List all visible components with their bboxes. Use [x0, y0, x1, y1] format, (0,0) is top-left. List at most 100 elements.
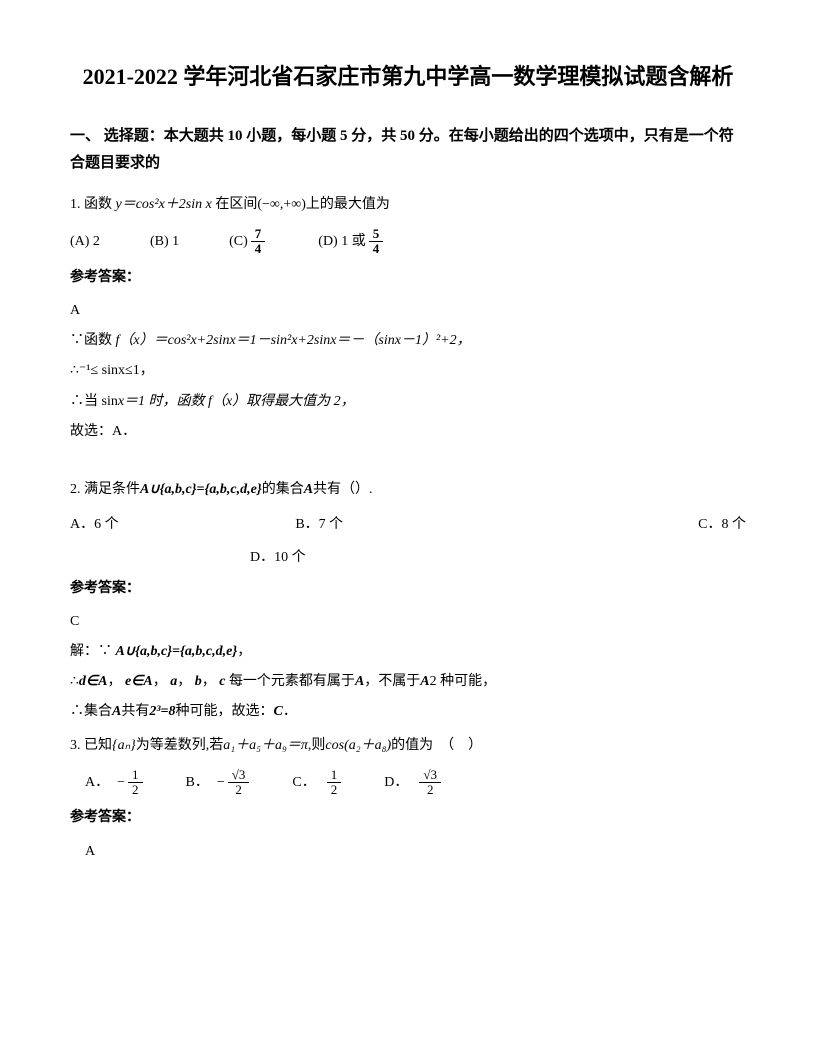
q3-optA: A． − 1 2	[70, 768, 146, 798]
q2-optC: C．8 个	[521, 512, 746, 537]
q2-sol2-cc: c	[219, 674, 225, 689]
q1-sol3-mid: x＝1 时，函数 f（x）取得最大值为 2，	[118, 394, 355, 409]
q2-options-row2: D．10 个	[70, 545, 746, 570]
q2-sol2-b: b	[195, 674, 202, 689]
q1-optA: (A) 2	[70, 229, 100, 254]
q3-optA-den: 2	[128, 783, 143, 797]
q2-sol3-A: A	[112, 704, 121, 719]
q2-optD: D．10 个	[250, 550, 306, 565]
q2-answer: C	[70, 609, 746, 634]
q3-cos: cos(a₂＋a₈)	[325, 738, 391, 753]
q2-sol2-c4: ，	[202, 674, 216, 689]
q3-options: A． − 1 2 B． − √3 2 C． 1 2 D． √3	[70, 768, 746, 798]
q3-optA-num: 1	[128, 768, 143, 783]
question-3: 3. 已知{aₙ}为等差数列,若a₁＋a₅＋a₉＝π,则cos(a₂＋a₈)的值…	[70, 733, 746, 864]
q2-sol3-exp: 2³=8	[149, 704, 175, 719]
q3-optD: D． √3 2	[384, 768, 444, 798]
q1-answer: A	[70, 298, 746, 323]
q3-optA-label: A．	[85, 770, 109, 795]
q3-mid2: ,则	[308, 738, 326, 753]
q3-answer-label: 参考答案：	[70, 805, 746, 830]
q1-text: 1. 函数 y＝cos²x＋2sin x 在区间(−∞,+∞)上的最大值为	[70, 192, 746, 217]
q2-sol3-text2: 种可能，故选：	[176, 704, 274, 719]
question-2: 2. 满足条件A∪{a,b,c}={a,b,c,d,e}的集合A共有（）. A．…	[70, 477, 746, 725]
q1-optD-num: 5	[369, 227, 384, 242]
q2-sol-set: A∪{a,b,c}={a,b,c,d,e}	[116, 644, 238, 659]
q1-sol2: ∴⁻¹≤ sinx≤1，	[70, 358, 746, 383]
section-header: 一、 选择题：本大题共 10 小题，每小题 5 分，共 50 分。在每小题给出的…	[70, 123, 746, 177]
q2-prefix: 2. 满足条件	[70, 482, 140, 497]
q1-optC-den: 4	[251, 242, 266, 256]
q3-text: 3. 已知{aₙ}为等差数列,若a₁＋a₅＋a₉＝π,则cos(a₂＋a₈)的值…	[70, 733, 746, 758]
q2-sol2-text2: ，不属于	[364, 674, 420, 689]
q2-sol2-A2: A	[420, 674, 429, 689]
q3-suffix: 的值为 （ ）	[391, 738, 482, 753]
q1-optB: (B) 1	[150, 229, 179, 254]
q2-set: A∪{a,b,c}={a,b,c,d,e}	[140, 482, 262, 497]
q1-sol1-prefix: ∵函数	[70, 333, 116, 348]
q1-optD-frac: 5 4	[369, 227, 384, 257]
q3-optC-frac: 1 2	[327, 768, 342, 798]
q3-optB-label: B．	[186, 770, 209, 795]
q2-text: 2. 满足条件A∪{a,b,c}={a,b,c,d,e}的集合A共有（）.	[70, 477, 746, 502]
q1-optD: (D) 1 或 5 4	[318, 227, 386, 257]
q2-optB: B．7 个	[295, 512, 520, 537]
q3-mid1: 为等差数列,若	[136, 738, 224, 753]
q3-optD-num: √3	[419, 768, 441, 783]
q1-optC-num: 7	[251, 227, 266, 242]
q2-sol2-prefix: ∴	[70, 674, 79, 689]
q2-sol3-C: C	[274, 704, 283, 719]
q2-sol2-d: d∈A	[79, 674, 108, 689]
q2-sol2-A: A	[355, 674, 364, 689]
q3-optB-frac: √3 2	[228, 768, 250, 798]
q2-sol2: ∴d∈A， e∈A， a， b， c 每一个元素都有属于A，不属于A2 种可能，	[70, 669, 746, 694]
q2-sol2-text3: 2 种可能，	[430, 674, 497, 689]
q1-prefix: 1. 函数	[70, 197, 116, 212]
q2-sol3: ∴集合A共有2³=8种可能，故选：C．	[70, 699, 746, 724]
q2-sol3-prefix: ∴集合	[70, 704, 112, 719]
q2-sol2-text1: 每一个元素都有属于	[229, 674, 355, 689]
q3-optB-neg: −	[217, 770, 225, 795]
q2-sol2-c3: ，	[177, 674, 191, 689]
q3-optC: C． 1 2	[292, 768, 344, 798]
q1-sol1: ∵函数 f（x）＝cos²x+2sinx＝1－sin²x+2sinx＝－（sin…	[70, 328, 746, 353]
q1-options: (A) 2 (B) 1 (C) 7 4 (D) 1 或 5 4	[70, 227, 746, 257]
q2-optA: A．6 个	[70, 512, 295, 537]
q3-optD-den: 2	[419, 783, 441, 797]
q3-optD-label: D．	[384, 770, 408, 795]
q3-optC-num: 1	[327, 768, 342, 783]
q1-sol4: 故选：A．	[70, 419, 746, 444]
q1-func: y＝cos²x＋2sin x	[116, 197, 212, 212]
q2-suffix2: 共有（）.	[313, 482, 373, 497]
q1-answer-label: 参考答案：	[70, 265, 746, 290]
q3-optC-den: 2	[327, 783, 342, 797]
q2-suffix1: 的集合	[262, 482, 304, 497]
q1-sol3-prefix: ∴当 sin	[70, 394, 118, 409]
q3-optB: B． − √3 2	[186, 768, 253, 798]
q2-sol-label: 解：∵	[70, 644, 112, 659]
q2-sol3-text1: 共有	[121, 704, 149, 719]
q1-sol1-func: f（x）＝cos²x+2sinx＝1－sin²x+2sinx＝－（sinx－1）…	[116, 333, 471, 348]
q1-optC-label: (C)	[229, 229, 248, 254]
q3-answer: A	[85, 839, 746, 864]
q2-sol2-e: e∈A	[125, 674, 153, 689]
q1-optC-frac: 7 4	[251, 227, 266, 257]
q2-answer-label: 参考答案：	[70, 576, 746, 601]
q3-optA-frac: 1 2	[128, 768, 143, 798]
q3-optA-neg: −	[117, 770, 125, 795]
q3-seq: {aₙ}	[112, 738, 136, 753]
q3-optD-frac: √3 2	[419, 768, 441, 798]
q3-optC-label: C．	[292, 770, 315, 795]
q3-optB-den: 2	[228, 783, 250, 797]
q1-optD-label: (D) 1 或	[318, 229, 365, 254]
q3-eq: a₁＋a₅＋a₉＝π	[223, 738, 308, 753]
q2-sol1: 解：∵ A∪{a,b,c}={a,b,c,d,e}，	[70, 639, 746, 664]
q2-options-row1: A．6 个 B．7 个 C．8 个	[70, 512, 746, 537]
q1-optD-den: 4	[369, 242, 384, 256]
q2-sol-comma: ，	[237, 644, 251, 659]
q1-optC: (C) 7 4	[229, 227, 268, 257]
q2-sol2-c1: ，	[107, 674, 121, 689]
page-title: 2021-2022 学年河北省石家庄市第九中学高一数学理模拟试题含解析	[70, 60, 746, 93]
q1-sol3: ∴当 sinx＝1 时，函数 f（x）取得最大值为 2，	[70, 389, 746, 414]
q3-prefix: 3. 已知	[70, 738, 112, 753]
